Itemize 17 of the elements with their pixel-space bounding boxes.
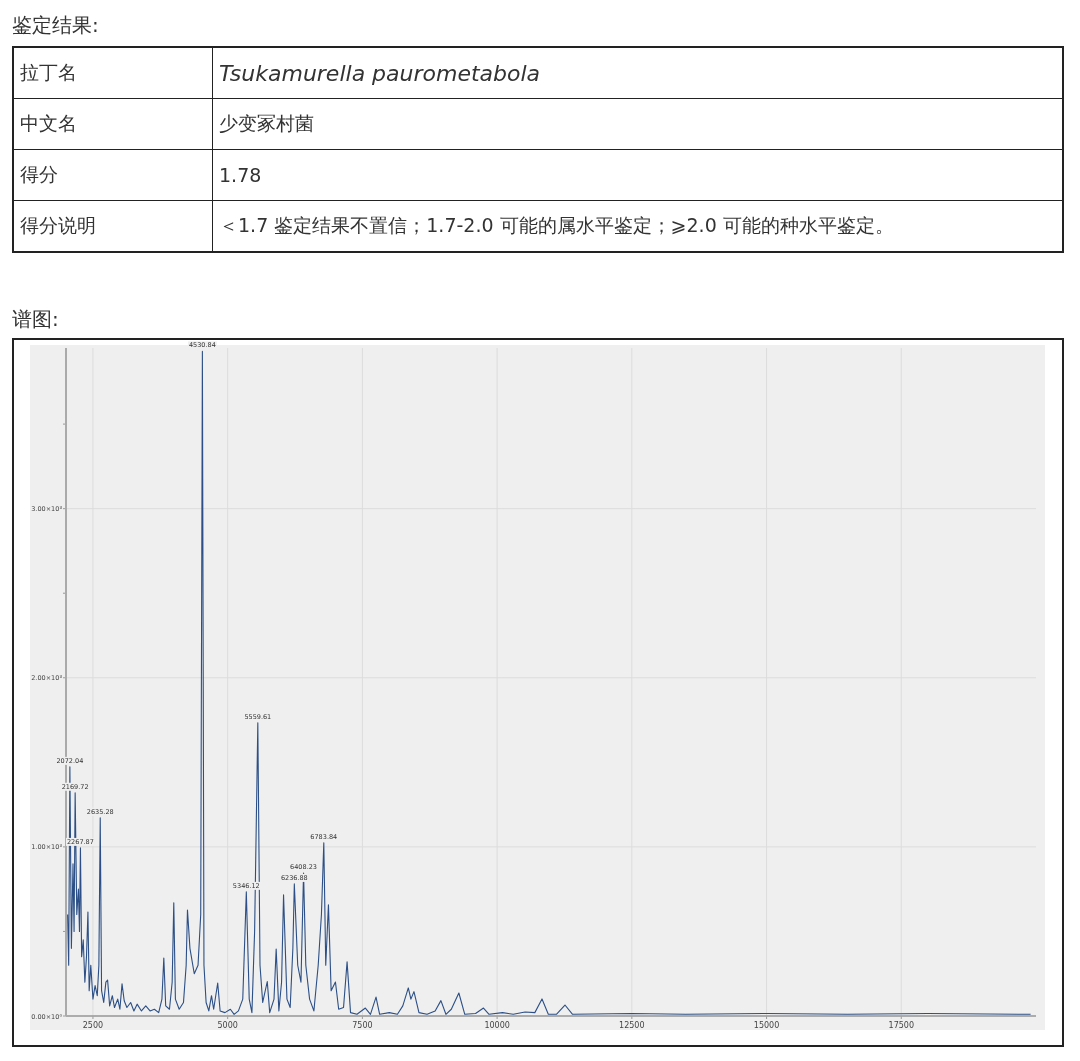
x-tick-label: 15000: [753, 1021, 780, 1030]
text: Tsukamurella paurometabola: [212, 47, 1063, 99]
text: 鉴定结果:: [12, 12, 99, 39]
x-tick-label: 5000: [217, 1021, 238, 1030]
text: 少变冢村菌: [212, 98, 1063, 150]
category-label: 得分: [13, 149, 213, 201]
x-tick-label: 12500: [619, 1021, 645, 1030]
x-tick-label: 17500: [888, 1021, 914, 1030]
text: 1.78: [212, 149, 1063, 201]
category-label: 拉丁名: [13, 47, 213, 99]
x-tick-label: 10000: [484, 1021, 510, 1030]
category-label: 得分说明: [13, 200, 213, 252]
x-tick-label: 7500: [352, 1021, 373, 1030]
category-label: 中文名: [13, 98, 213, 150]
text: ＜1.7 鉴定结果不置信；1.7-2.0 可能的属水平鉴定；⩾2.0 可能的种水平鉴定。: [212, 200, 1063, 252]
x-tick-label: 2500: [82, 1021, 104, 1030]
chart-title: 谱图:: [12, 306, 59, 333]
